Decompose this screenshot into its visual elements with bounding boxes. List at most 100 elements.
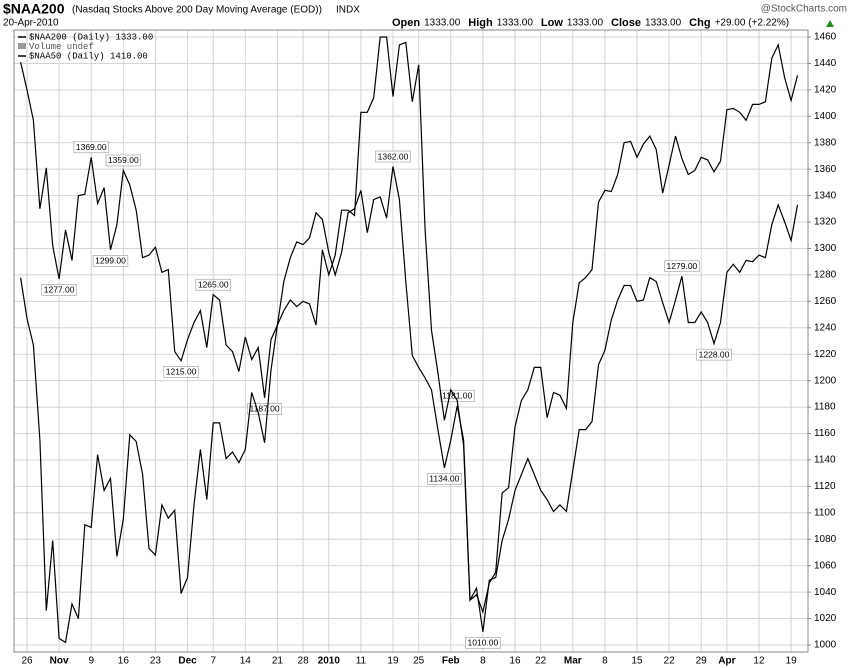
y-tick-label: 1200 bbox=[814, 375, 837, 386]
y-tick-label: 1280 bbox=[814, 270, 837, 281]
quote-label: High bbox=[468, 17, 493, 29]
value-label: 1279.00 bbox=[667, 261, 698, 271]
y-tick-label: 1100 bbox=[814, 507, 836, 518]
label-box bbox=[105, 154, 141, 167]
y-tick-label: 1060 bbox=[814, 560, 837, 571]
y-tick-label: 1420 bbox=[814, 85, 837, 96]
value-label: 1265.00 bbox=[198, 279, 229, 289]
quote-value: +29.00 (+2.22%) bbox=[715, 18, 790, 29]
x-tick-label: Feb bbox=[442, 656, 460, 667]
quote-label: Open bbox=[392, 17, 420, 29]
x-tick-label: 22 bbox=[664, 656, 676, 667]
x-tick-label: Nov bbox=[50, 656, 69, 667]
x-tick-label: 8 bbox=[480, 656, 486, 667]
quote-value: 1333.00 bbox=[645, 18, 682, 29]
x-tick-label: 22 bbox=[535, 656, 547, 667]
quote-value: 1333.00 bbox=[424, 18, 461, 29]
y-tick-label: 1040 bbox=[814, 587, 837, 598]
series-line bbox=[20, 36, 799, 644]
y-tick-label: 1020 bbox=[814, 613, 837, 624]
value-label: 1359.00 bbox=[108, 155, 139, 165]
x-tick-label: 19 bbox=[387, 656, 399, 667]
x-tick-label: 7 bbox=[210, 656, 216, 667]
label-box bbox=[92, 255, 129, 267]
series-line bbox=[20, 61, 799, 632]
x-tick-label: 12 bbox=[753, 656, 765, 667]
x-tick-label: 16 bbox=[118, 656, 130, 667]
y-tick-label: 1460 bbox=[814, 32, 837, 43]
x-tick-label: 26 bbox=[21, 656, 33, 667]
x-tick-label: 16 bbox=[509, 656, 521, 667]
label-box bbox=[41, 284, 77, 296]
quote-label: Close bbox=[611, 17, 641, 29]
label-box bbox=[427, 473, 462, 485]
y-tick-label: 1320 bbox=[814, 217, 837, 228]
x-tick-label: 19 bbox=[786, 656, 798, 667]
legend-volume-icon bbox=[18, 43, 26, 49]
y-tick-label: 1220 bbox=[814, 349, 837, 360]
label-box bbox=[375, 150, 411, 163]
value-label: 1299.00 bbox=[95, 256, 126, 266]
x-tick-label: 28 bbox=[298, 656, 310, 667]
quote-label: Chg bbox=[689, 17, 710, 29]
x-tick-label: 23 bbox=[150, 656, 162, 667]
y-tick-label: 1340 bbox=[814, 190, 837, 201]
label-box bbox=[247, 403, 282, 415]
x-tick-label: Apr bbox=[718, 656, 735, 667]
label-box bbox=[195, 278, 231, 291]
x-tick-label: Dec bbox=[178, 656, 197, 667]
label-box bbox=[465, 636, 501, 649]
chart-subtitle: (Nasdaq Stocks Above 200 Day Moving Aver… bbox=[72, 5, 322, 16]
x-tick-label: Mar bbox=[564, 656, 582, 667]
y-tick-label: 1380 bbox=[814, 137, 837, 148]
plot-border bbox=[13, 29, 809, 653]
quote-value: 1333.00 bbox=[497, 18, 534, 29]
value-label: 1277.00 bbox=[44, 285, 75, 295]
x-tick-label: 14 bbox=[240, 656, 252, 667]
label-box bbox=[664, 260, 700, 273]
y-tick-label: 1080 bbox=[814, 534, 837, 545]
value-label: 1010.00 bbox=[468, 638, 499, 648]
quote-value: 1333.00 bbox=[567, 18, 604, 29]
date: 20-Apr-2010 bbox=[3, 18, 59, 29]
source: @StockCharts.com bbox=[761, 4, 847, 15]
legend-note: Volume undef bbox=[29, 42, 94, 52]
y-tick-label: 1400 bbox=[814, 111, 837, 122]
x-tick-label: 21 bbox=[272, 656, 284, 667]
quote-label: Low bbox=[541, 17, 563, 29]
value-label: 1187.00 bbox=[250, 404, 280, 414]
exchange: INDX bbox=[336, 5, 360, 16]
x-tick-label: 9 bbox=[88, 656, 94, 667]
y-tick-label: 1440 bbox=[814, 58, 837, 69]
value-label: 1215.00 bbox=[166, 367, 197, 377]
value-label: 1181.00 bbox=[442, 391, 472, 401]
x-tick-label: 29 bbox=[696, 656, 708, 667]
legend-label: $NAA200 (Daily) 1333.00 bbox=[29, 32, 153, 42]
y-tick-label: 1180 bbox=[814, 402, 836, 413]
x-tick-label: 2010 bbox=[318, 656, 341, 667]
legend-label: $NAA50 (Daily) 1410.00 bbox=[29, 51, 148, 61]
label-box bbox=[73, 141, 109, 154]
change-arrow bbox=[826, 20, 834, 27]
label-box bbox=[696, 348, 732, 361]
value-label: 1134.00 bbox=[429, 474, 459, 484]
chart-title: $NAA200 bbox=[3, 1, 65, 17]
x-tick-label: 15 bbox=[631, 656, 643, 667]
y-tick-label: 1120 bbox=[814, 481, 836, 492]
y-tick-label: 1140 bbox=[814, 455, 836, 466]
y-tick-label: 1000 bbox=[814, 640, 837, 651]
label-box bbox=[163, 366, 199, 378]
y-tick-label: 1360 bbox=[814, 164, 837, 175]
value-label: 1228.00 bbox=[699, 349, 730, 359]
y-tick-label: 1160 bbox=[814, 428, 836, 439]
x-tick-label: 11 bbox=[356, 656, 367, 667]
value-label: 1369.00 bbox=[76, 142, 107, 152]
x-tick-label: 25 bbox=[413, 656, 425, 667]
x-tick-label: 8 bbox=[602, 656, 608, 667]
y-tick-label: 1260 bbox=[814, 296, 837, 307]
y-tick-label: 1300 bbox=[814, 243, 837, 254]
value-label: 1362.00 bbox=[378, 151, 409, 161]
y-tick-label: 1240 bbox=[814, 322, 837, 333]
